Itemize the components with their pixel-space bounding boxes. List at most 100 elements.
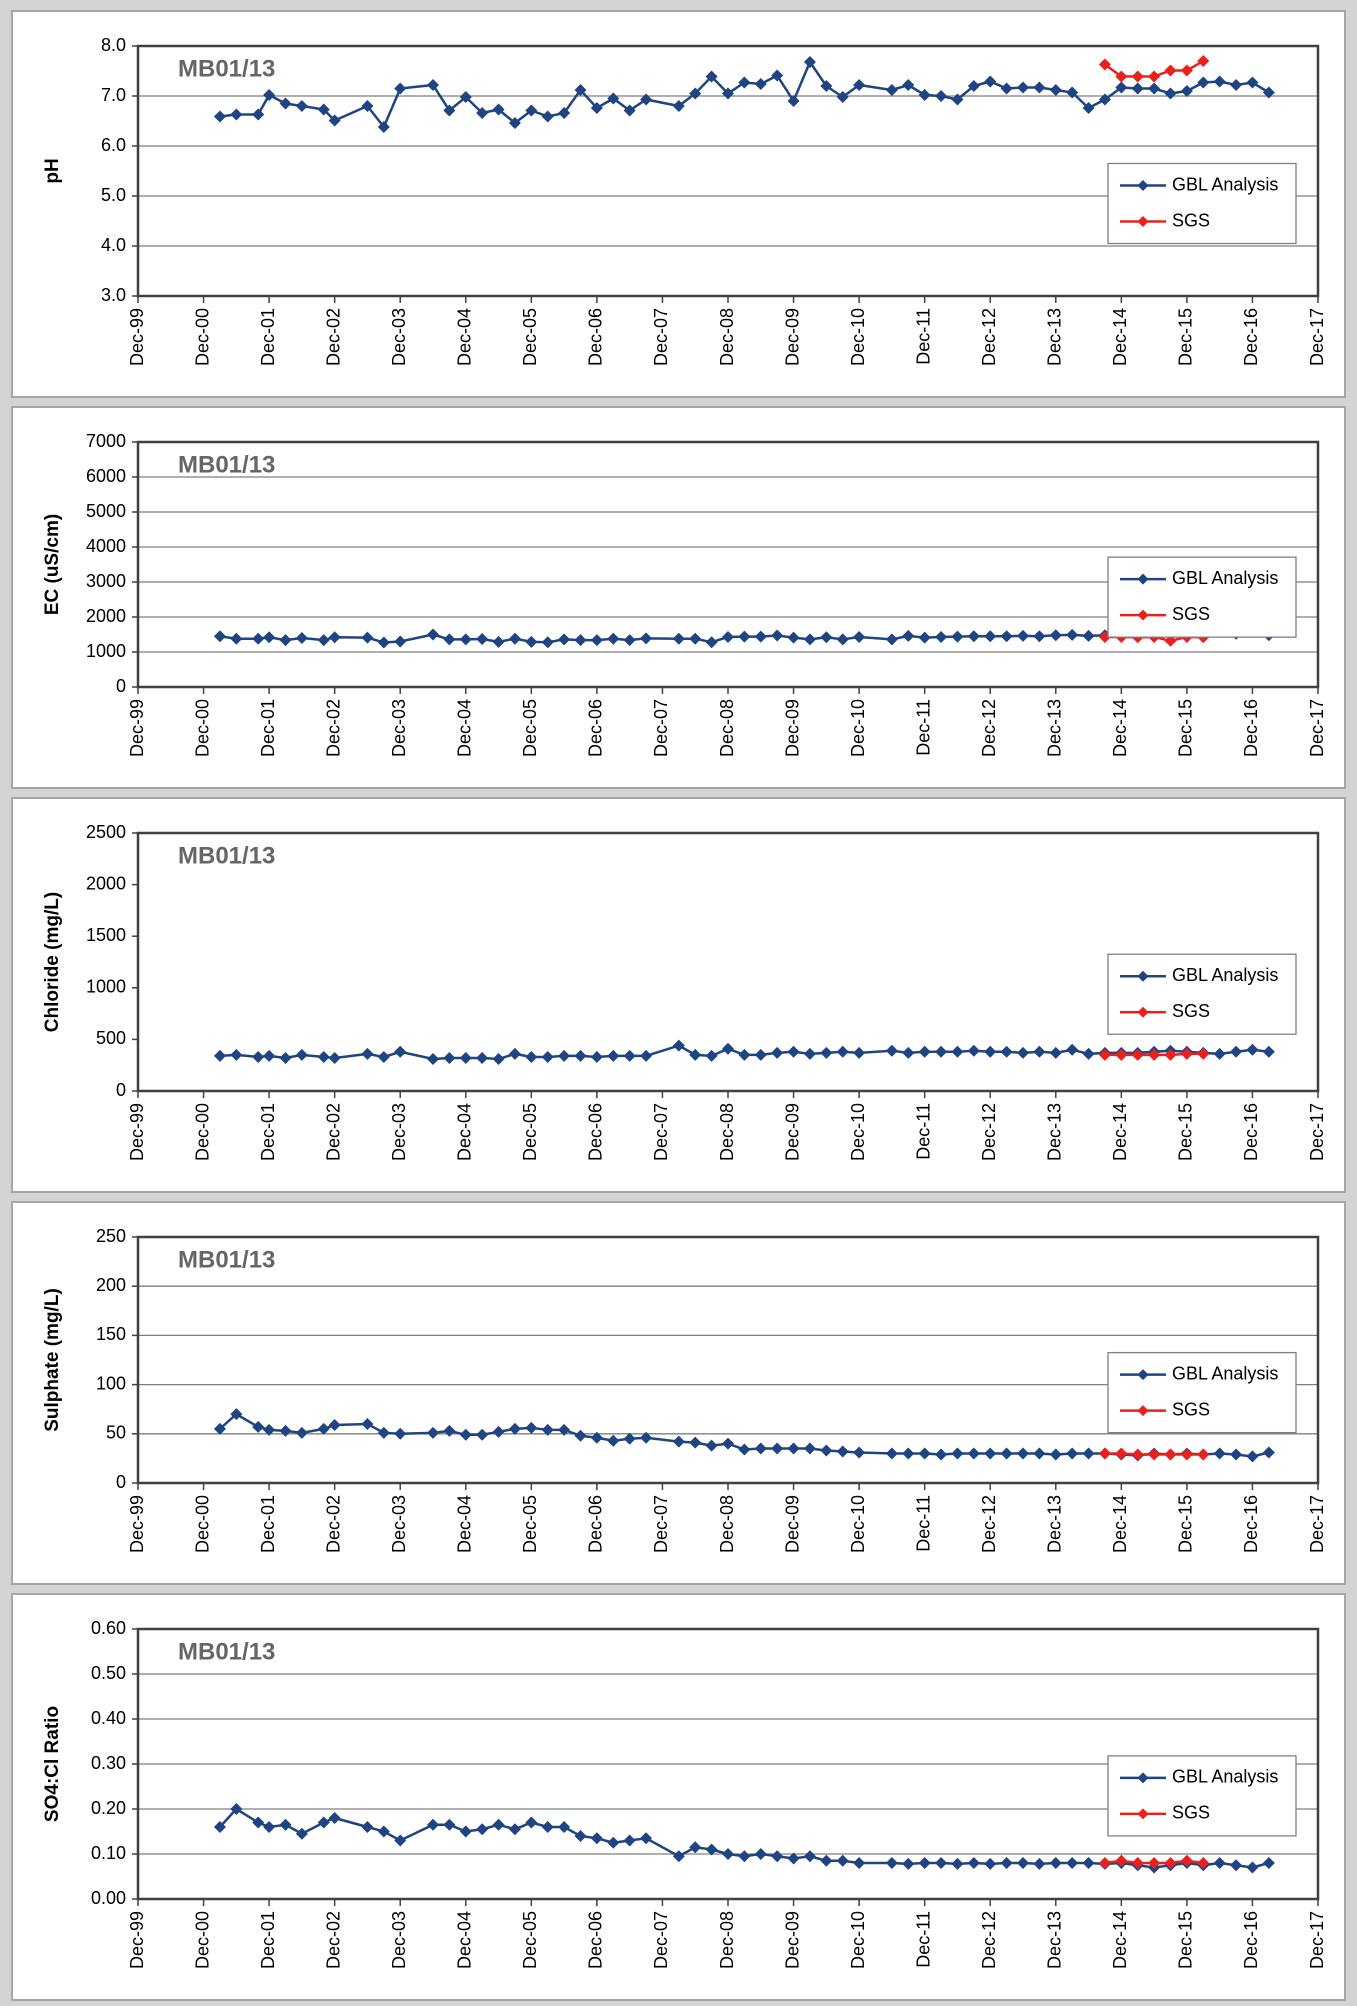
data-point bbox=[213, 1821, 226, 1833]
data-point bbox=[1017, 81, 1029, 94]
x-tick-label: Dec-06 bbox=[586, 1911, 606, 1969]
y-axis-title: Sulphate (mg/L) bbox=[42, 1288, 63, 1432]
data-point bbox=[525, 635, 538, 648]
data-point bbox=[951, 1447, 964, 1460]
data-point bbox=[590, 634, 603, 647]
y-tick-label: 150 bbox=[96, 1324, 126, 1344]
x-tick-label: Dec-06 bbox=[586, 699, 606, 757]
data-point bbox=[574, 1830, 587, 1842]
legend-marker bbox=[1137, 970, 1149, 982]
x-tick-label: Dec-05 bbox=[520, 1495, 540, 1553]
data-point bbox=[885, 1044, 898, 1057]
y-tick-label: 0.40 bbox=[91, 1708, 126, 1728]
data-point bbox=[1115, 1854, 1128, 1867]
x-tick-label: Dec-01 bbox=[258, 1911, 278, 1969]
data-point bbox=[1049, 1046, 1062, 1059]
data-point bbox=[525, 1816, 538, 1829]
data-point bbox=[1000, 1447, 1013, 1460]
data-point bbox=[984, 75, 997, 88]
data-point bbox=[1082, 1047, 1095, 1060]
x-tick-label: Dec-05 bbox=[520, 1911, 540, 1969]
x-tick-label: Dec-07 bbox=[651, 699, 671, 757]
data-point bbox=[361, 1821, 374, 1833]
x-tick-label: Dec-16 bbox=[1241, 1495, 1261, 1553]
data-point bbox=[443, 104, 456, 117]
data-point bbox=[213, 630, 226, 643]
annotation: MB01/13 bbox=[178, 1246, 275, 1273]
data-point bbox=[541, 110, 554, 123]
data-point bbox=[640, 93, 653, 106]
data-point bbox=[1262, 1446, 1275, 1459]
legend-marker bbox=[1137, 180, 1149, 191]
x-tick-label: Dec-14 bbox=[1110, 1911, 1130, 1969]
x-tick-label: Dec-15 bbox=[1176, 308, 1196, 366]
data-point bbox=[1033, 1447, 1046, 1460]
data-point bbox=[1017, 629, 1029, 642]
annotation: MB01/13 bbox=[178, 55, 275, 82]
data-point bbox=[394, 1834, 407, 1847]
data-point bbox=[672, 632, 685, 645]
x-tick-label: Dec-02 bbox=[323, 1103, 343, 1161]
data-point bbox=[623, 1834, 636, 1847]
y-tick-label: 3000 bbox=[86, 571, 126, 591]
y-axis-title: Chloride (mg/L) bbox=[42, 892, 63, 1032]
data-point bbox=[492, 1053, 505, 1066]
data-point bbox=[984, 630, 997, 643]
y-tick-label: 0.20 bbox=[91, 1798, 126, 1818]
data-point bbox=[263, 89, 276, 101]
data-point bbox=[672, 1039, 685, 1052]
y-tick-label: 0 bbox=[116, 1080, 126, 1100]
data-point bbox=[1180, 85, 1193, 97]
data-point bbox=[918, 89, 931, 101]
x-tick-label: Dec-11 bbox=[913, 1495, 933, 1552]
x-tick-label: Dec-02 bbox=[323, 699, 343, 757]
data-point bbox=[279, 97, 292, 110]
y-tick-label: 50 bbox=[106, 1423, 126, 1443]
data-point bbox=[263, 1423, 276, 1436]
data-point bbox=[459, 633, 472, 646]
data-point bbox=[279, 634, 292, 647]
data-point bbox=[1164, 634, 1177, 647]
data-point bbox=[377, 121, 390, 133]
data-point bbox=[951, 93, 964, 106]
y-tick-label: 5000 bbox=[86, 501, 126, 521]
annotation: MB01/13 bbox=[178, 842, 275, 869]
data-point bbox=[836, 1854, 849, 1867]
data-point bbox=[705, 1843, 718, 1856]
data-point bbox=[820, 631, 833, 644]
series-line bbox=[219, 59, 1270, 130]
data-point bbox=[590, 102, 603, 114]
x-tick-label: Dec-05 bbox=[520, 699, 540, 757]
y-tick-label: 0.60 bbox=[91, 1618, 126, 1638]
y-tick-label: 7.0 bbox=[101, 85, 126, 105]
plot-frame bbox=[136, 440, 1320, 689]
data-point bbox=[1098, 1447, 1111, 1460]
data-point bbox=[885, 1857, 898, 1869]
data-point bbox=[508, 117, 521, 129]
x-tick-label: Dec-16 bbox=[1241, 1103, 1261, 1161]
data-point bbox=[1180, 1854, 1193, 1867]
data-point bbox=[1049, 629, 1062, 642]
data-point bbox=[885, 633, 898, 646]
y-tick-label: 2000 bbox=[86, 606, 126, 626]
data-point bbox=[1148, 82, 1161, 95]
x-tick-label: Dec-00 bbox=[192, 699, 212, 757]
data-point bbox=[1131, 1857, 1144, 1869]
data-point bbox=[361, 1417, 374, 1430]
data-point bbox=[252, 1050, 265, 1063]
data-point bbox=[1033, 1045, 1046, 1058]
data-point bbox=[394, 82, 407, 95]
data-point bbox=[525, 1050, 538, 1063]
data-point bbox=[820, 1046, 833, 1059]
x-tick-label: Dec-09 bbox=[782, 1103, 802, 1161]
x-tick-label: Dec-12 bbox=[979, 699, 999, 757]
data-point bbox=[541, 1050, 554, 1063]
data-point bbox=[754, 1048, 767, 1061]
plot-frame bbox=[136, 44, 1320, 298]
data-point bbox=[754, 630, 767, 643]
data-point bbox=[279, 1818, 292, 1831]
data-point bbox=[230, 1803, 243, 1815]
legend-marker bbox=[1137, 1808, 1149, 1820]
data-point bbox=[317, 634, 330, 647]
data-point bbox=[377, 1825, 390, 1838]
